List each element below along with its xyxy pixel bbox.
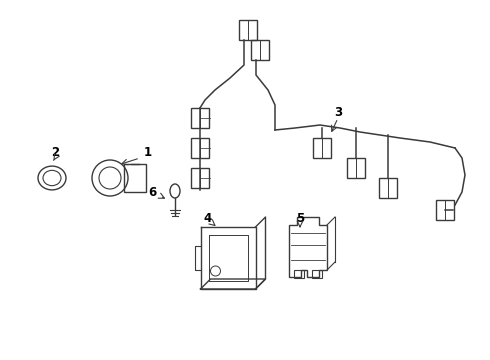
- Text: 2: 2: [51, 145, 59, 158]
- Bar: [191, 168, 209, 188]
- Bar: [312, 270, 322, 278]
- Bar: [313, 138, 331, 158]
- Text: 1: 1: [144, 145, 152, 158]
- Bar: [191, 138, 209, 158]
- Bar: [347, 158, 365, 178]
- Bar: [379, 178, 397, 198]
- Text: 3: 3: [334, 105, 342, 118]
- Bar: [239, 20, 257, 40]
- Bar: [124, 164, 146, 192]
- Text: 4: 4: [204, 211, 212, 225]
- Bar: [294, 270, 304, 278]
- Text: 5: 5: [296, 211, 304, 225]
- Bar: [436, 200, 454, 220]
- Bar: [251, 40, 269, 60]
- Text: 6: 6: [148, 185, 156, 198]
- Bar: [191, 108, 209, 128]
